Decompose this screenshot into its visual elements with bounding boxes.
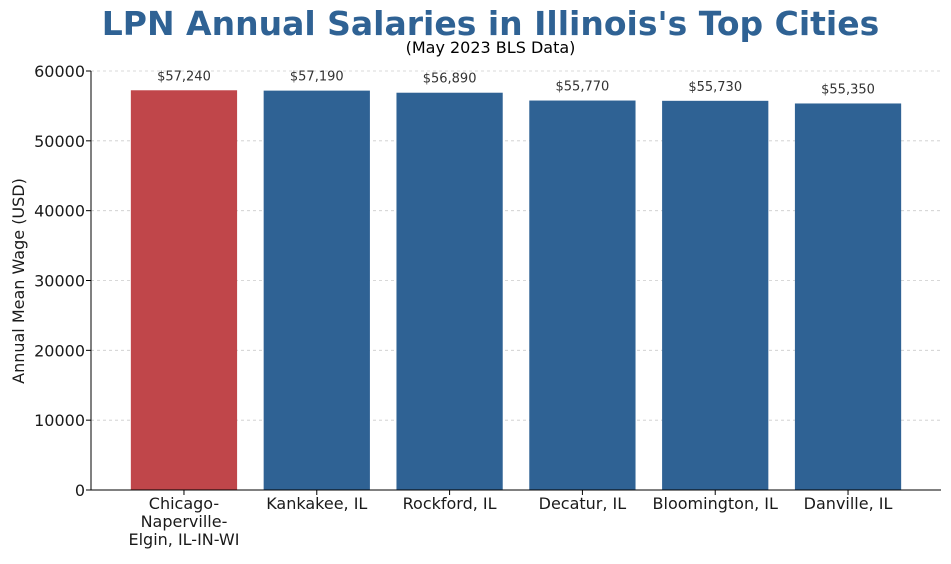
data-label: $55,350 [821,82,875,97]
chart-subtitle: (May 2023 BLS Data) [405,38,576,57]
x-tick-label: Rockford, IL [403,494,497,513]
bar [794,103,902,490]
data-label: $57,240 [157,69,211,84]
data-labels: $57,240 $57,190 $56,890 $55,770 $55,730 $55,3… [157,69,875,97]
x-tick-label: Bloomington, IL [653,494,778,513]
x-tick-label: Elgin, IL-IN-WI [128,530,239,549]
bars [130,90,902,491]
bar [130,90,238,491]
x-tick-label: Chicago- [149,494,219,513]
y-tick-label: 60000 [34,62,85,81]
bar [263,90,370,490]
x-tick-labels: Chicago-Naperville-Elgin, IL-IN-WI Kankak… [128,490,892,549]
x-tick-label: Kankakee, IL [266,494,367,513]
y-tick-label: 20000 [34,341,85,360]
y-tick-label: 0 [75,481,85,500]
x-tick-label: Naperville- [141,512,228,531]
bar [396,92,503,490]
y-tick-labels: 0 10000 20000 30000 40000 50000 60000 [34,62,91,500]
data-label: $56,890 [423,72,477,87]
data-label: $55,770 [556,80,610,95]
data-label: $57,190 [290,70,344,85]
y-tick-label: 50000 [34,132,85,151]
x-tick-label: Danville, IL [804,494,893,513]
y-tick-label: 10000 [34,411,85,430]
x-tick-label: Decatur, IL [539,494,627,513]
y-tick-label: 30000 [34,272,85,291]
data-label: $55,730 [688,80,742,95]
bar [529,100,636,491]
y-tick-label: 40000 [34,202,85,221]
bar [662,100,769,490]
y-axis-label: Annual Mean Wage (USD) [9,178,28,384]
chart-title: LPN Annual Salaries in Illinois's Top Ci… [101,4,880,43]
